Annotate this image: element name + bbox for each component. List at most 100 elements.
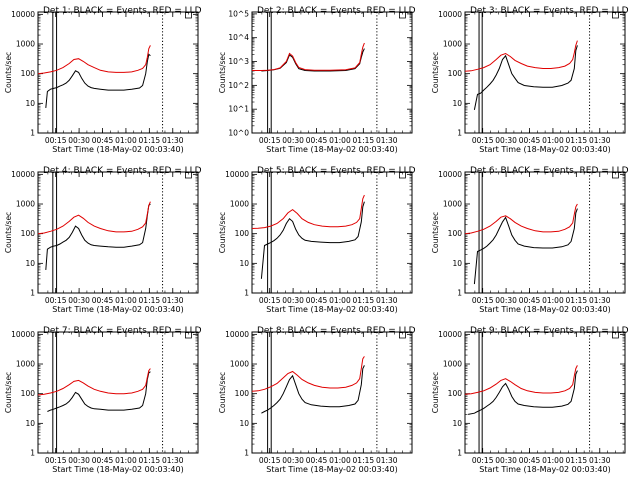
x-tick-label: 00:45 bbox=[519, 296, 541, 305]
panel-title: Det 4: BLACK = Events, RED = LLD bbox=[43, 166, 202, 176]
y-tick-label: 10000 bbox=[438, 10, 462, 19]
x-tick-label: 00:30 bbox=[68, 136, 90, 145]
y-tick-label: 100 bbox=[21, 389, 36, 398]
y-tick-label: 10000 bbox=[438, 330, 462, 339]
y-tick-label: 1000 bbox=[16, 40, 35, 49]
x-tick-label: 00:15 bbox=[472, 136, 494, 145]
plot-frame bbox=[37, 331, 199, 454]
x-tick-label: 01:30 bbox=[589, 296, 611, 305]
series-line-events bbox=[473, 45, 578, 110]
y-tick-label: 1000 bbox=[443, 200, 462, 209]
panel-title: Det 2: BLACK = Events, RED = LLD bbox=[257, 6, 416, 16]
x-axis-label: Start Time (18-May-02 00:03:40) bbox=[52, 305, 183, 314]
y-tick-label: 10^4 bbox=[228, 33, 249, 42]
y-tick-label: 1000 bbox=[16, 360, 35, 369]
x-tick-label: 01:15 bbox=[139, 296, 161, 305]
x-tick-label: 00:45 bbox=[92, 456, 114, 465]
y-tick-label: 10 bbox=[452, 99, 462, 108]
x-tick-label: 01:30 bbox=[376, 456, 398, 465]
detector-panel-9: Det 9: BLACK = Events, RED = LLD 1 10 100 10… bbox=[431, 326, 629, 474]
x-tick-label: 01:15 bbox=[353, 296, 375, 305]
x-tick-label: 01:15 bbox=[566, 456, 588, 465]
series-line-lld bbox=[38, 368, 151, 396]
y-axis-label: Counts/sec bbox=[4, 52, 13, 93]
x-axis-label: Start Time (18-May-02 00:03:40) bbox=[479, 145, 610, 154]
x-tick-label: 01:30 bbox=[162, 456, 184, 465]
y-tick-label: 1000 bbox=[16, 200, 35, 209]
y-tick-label: 10000 bbox=[11, 330, 35, 339]
x-tick-label: 01:00 bbox=[115, 136, 137, 145]
series-line-events bbox=[261, 48, 365, 72]
plot-frame bbox=[251, 11, 413, 134]
y-tick-label: 10000 bbox=[11, 170, 35, 179]
x-tick-label: 01:00 bbox=[115, 296, 137, 305]
plot-frame bbox=[251, 171, 413, 294]
y-tick-label: 10 bbox=[25, 99, 35, 108]
y-tick-label: 10^1 bbox=[228, 105, 249, 114]
y-tick-label: 100 bbox=[448, 389, 463, 398]
y-tick-label: 10 bbox=[25, 419, 35, 428]
x-axis-label: Start Time (18-May-02 00:03:40) bbox=[52, 145, 183, 154]
series-line-lld bbox=[465, 365, 578, 395]
x-tick-label: 00:15 bbox=[472, 456, 494, 465]
range-marker bbox=[399, 332, 406, 339]
x-tick-label: 01:30 bbox=[589, 136, 611, 145]
y-axis-label: Counts/sec bbox=[4, 212, 13, 253]
y-tick-label: 1000 bbox=[443, 40, 462, 49]
x-tick-label: 01:00 bbox=[115, 456, 137, 465]
x-tick-label: 00:45 bbox=[519, 136, 541, 145]
range-marker bbox=[185, 12, 192, 19]
x-tick-label: 00:15 bbox=[259, 296, 281, 305]
y-tick-label: 1 bbox=[244, 289, 249, 298]
y-tick-label: 10 bbox=[239, 259, 249, 268]
x-tick-label: 00:30 bbox=[495, 456, 517, 465]
x-tick-label: 00:15 bbox=[472, 296, 494, 305]
panel-title: Det 5: BLACK = Events, RED = LLD bbox=[257, 166, 416, 176]
y-tick-label: 100 bbox=[448, 69, 463, 78]
series-line-lld bbox=[38, 45, 151, 75]
detector-panel-3: Det 3: BLACK = Events, RED = LLD 1 10 100 10… bbox=[431, 6, 629, 154]
y-tick-label: 10000 bbox=[11, 10, 35, 19]
series-line-events bbox=[468, 370, 578, 415]
y-tick-label: 1 bbox=[244, 449, 249, 458]
y-axis-label: Counts/sec bbox=[431, 212, 440, 253]
detector-panel-5: Det 5: BLACK = Events, RED = LLD 1 10 100 10… bbox=[218, 166, 416, 314]
range-marker bbox=[612, 332, 619, 339]
x-tick-label: 01:15 bbox=[566, 296, 588, 305]
y-tick-label: 1 bbox=[457, 289, 462, 298]
panel-title: Det 8: BLACK = Events, RED = LLD bbox=[257, 326, 416, 336]
y-axis-label: Counts/sec bbox=[4, 372, 13, 413]
x-axis-label: Start Time (18-May-02 00:03:40) bbox=[266, 305, 397, 314]
plot-frame bbox=[251, 331, 413, 454]
y-tick-label: 10^3 bbox=[228, 57, 249, 66]
y-axis-label: Counts/sec bbox=[431, 372, 440, 413]
x-axis-label: Start Time (18-May-02 00:03:40) bbox=[479, 305, 610, 314]
series-line-events bbox=[473, 208, 578, 285]
y-tick-label: 100 bbox=[21, 229, 36, 238]
x-tick-label: 00:45 bbox=[306, 296, 328, 305]
detector-panel-2: Det 2: BLACK = Events, RED = LLD 10^0 10^1… bbox=[218, 6, 416, 154]
y-tick-label: 10 bbox=[452, 419, 462, 428]
x-tick-label: 00:45 bbox=[306, 136, 328, 145]
x-tick-label: 00:30 bbox=[282, 456, 304, 465]
plot-frame bbox=[464, 171, 626, 294]
x-tick-label: 00:15 bbox=[259, 136, 281, 145]
x-tick-label: 00:30 bbox=[495, 296, 517, 305]
x-tick-label: 00:45 bbox=[92, 136, 114, 145]
x-axis-label: Start Time (18-May-02 00:03:40) bbox=[52, 465, 183, 474]
y-tick-label: 100 bbox=[21, 69, 36, 78]
x-tick-label: 00:30 bbox=[68, 296, 90, 305]
detector-panel-8: Det 8: BLACK = Events, RED = LLD 1 10 100 10… bbox=[218, 326, 416, 474]
detector-panel-4: Det 4: BLACK = Events, RED = LLD 1 10 100 10… bbox=[4, 166, 202, 314]
series-line-events bbox=[261, 365, 365, 414]
range-marker bbox=[612, 172, 619, 179]
x-tick-label: 00:15 bbox=[45, 296, 67, 305]
y-tick-label: 1 bbox=[30, 289, 35, 298]
x-tick-label: 00:15 bbox=[45, 456, 67, 465]
series-line-lld bbox=[465, 203, 578, 235]
y-tick-label: 100 bbox=[235, 389, 250, 398]
x-tick-label: 00:30 bbox=[282, 136, 304, 145]
y-tick-label: 10000 bbox=[225, 330, 249, 339]
y-tick-label: 10 bbox=[25, 259, 35, 268]
y-tick-label: 1 bbox=[30, 449, 35, 458]
